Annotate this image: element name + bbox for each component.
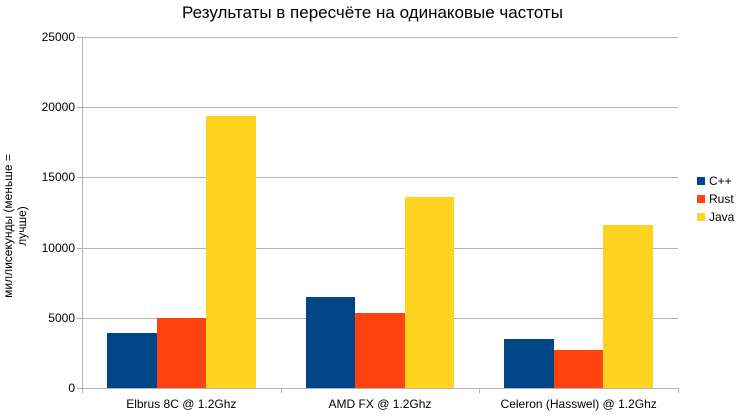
y-tick-label: 0 [68, 381, 75, 395]
bar-cpp-1 [305, 297, 356, 388]
bar-cpp-2 [504, 339, 554, 388]
legend-label: C++ [709, 174, 732, 188]
legend-item: Java [697, 208, 734, 226]
legend-swatch [697, 177, 705, 185]
legend: C++ Rust Java [697, 172, 734, 226]
y-tick [77, 37, 82, 38]
gridline [82, 247, 678, 249]
x-tick-label: Celeron (Hasswel) @ 1.2Ghz [500, 397, 657, 411]
x-tick [280, 388, 282, 393]
bar-rust-2 [553, 350, 604, 388]
y-tick [77, 247, 82, 249]
y-tick-label: 25000 [41, 30, 75, 44]
legend-item: Rust [697, 190, 734, 208]
y-tick [77, 107, 82, 109]
legend-swatch [697, 213, 705, 221]
legend-label: Rust [709, 192, 734, 206]
y-axis-label: миллисекунды (меньше = лучше) [1, 154, 29, 298]
x-tick-label: Elbrus 8C @ 1.2Ghz [126, 397, 237, 411]
legend-item: C++ [697, 172, 734, 190]
x-tick [678, 388, 679, 393]
bar-rust-0 [156, 318, 207, 388]
y-tick-label: 5000 [48, 310, 75, 325]
legend-swatch [697, 195, 705, 203]
y-tick-label: 15000 [41, 170, 75, 185]
bar-java-0 [206, 115, 256, 388]
bar-rust-1 [355, 313, 405, 388]
x-tick [479, 388, 481, 393]
x-tick-label: AMD FX @ 1.2Ghz [328, 397, 432, 411]
gridline [82, 107, 678, 109]
bar-java-1 [404, 197, 455, 388]
y-tick [77, 177, 82, 179]
y-tick [77, 317, 82, 319]
legend-label: Java [709, 210, 735, 224]
y-tick-label: 10000 [41, 240, 75, 255]
bar-cpp-0 [107, 333, 157, 388]
y-tick [77, 388, 82, 389]
gridline [82, 37, 678, 38]
bar-java-2 [603, 225, 653, 388]
gridline [82, 177, 678, 179]
plot-area: 0 5000 10000 15000 20000 25000 Elbrus 8C @ 1.2… [42, 30, 679, 411]
y-tick-label: 20000 [41, 100, 75, 115]
chart-title: Результаты в пересчёте на одинаковые час… [182, 3, 563, 22]
y-axis [82, 37, 83, 393]
gridline [82, 388, 678, 389]
x-tick [82, 388, 83, 393]
